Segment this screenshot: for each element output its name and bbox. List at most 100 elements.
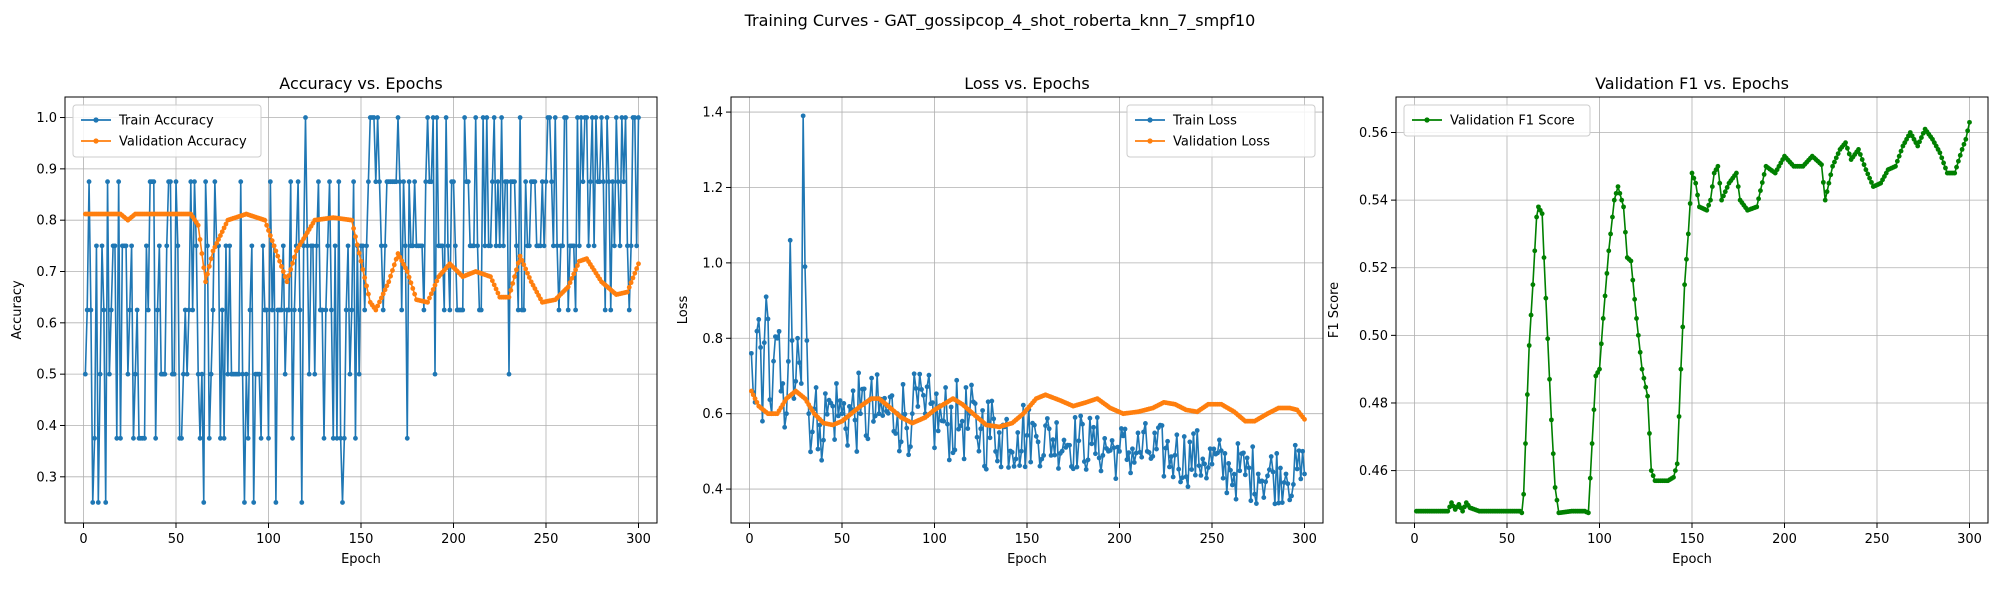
data-point [86, 179, 92, 185]
data-point [144, 243, 149, 249]
data-point [515, 260, 521, 266]
data-point [425, 299, 430, 305]
data-point [465, 179, 471, 185]
data-point [858, 411, 863, 417]
data-point [371, 115, 377, 120]
data-point [1028, 459, 1034, 465]
data-point [432, 282, 438, 288]
data-point [958, 423, 963, 429]
data-point [249, 243, 255, 249]
data-point [626, 307, 632, 313]
data-point [184, 371, 190, 377]
data-point [338, 435, 344, 441]
x-tick-label: 100 [256, 532, 281, 547]
data-point [798, 381, 804, 386]
data-point [1637, 349, 1643, 355]
data-point [373, 307, 379, 313]
data-point [1554, 497, 1560, 503]
data-point [575, 263, 580, 268]
data-point [332, 243, 338, 249]
data-point [1445, 508, 1451, 514]
data-point [1828, 172, 1834, 178]
data-point [267, 179, 273, 185]
data-point [205, 243, 210, 249]
x-axis-label: Epoch [1007, 552, 1047, 567]
data-point [395, 115, 401, 120]
data-point [203, 279, 209, 285]
data-point [872, 413, 878, 419]
data-point [1857, 152, 1863, 157]
data-point [1543, 295, 1549, 301]
data-point [1959, 147, 1965, 152]
data-point [1130, 446, 1135, 452]
data-point [1202, 461, 1207, 467]
data-point [380, 291, 386, 297]
data-point [1447, 504, 1453, 510]
data-point [750, 392, 756, 398]
data-point [821, 437, 826, 443]
data-point [521, 262, 527, 268]
data-point [1587, 475, 1593, 481]
data-point [998, 464, 1004, 470]
data-point [1032, 422, 1037, 428]
data-point [935, 428, 941, 434]
data-point [430, 115, 436, 120]
data-point [364, 283, 369, 289]
data-point [1165, 438, 1170, 444]
data-point [353, 234, 358, 240]
data-point [151, 179, 157, 185]
data-point [632, 115, 638, 120]
data-point [181, 371, 186, 377]
data-point [280, 269, 286, 274]
data-point [182, 307, 188, 313]
data-point [145, 307, 151, 313]
data-point [197, 237, 203, 242]
data-point [1015, 430, 1021, 435]
data-point [1528, 312, 1534, 318]
data-point [366, 291, 371, 297]
y-tick-label: 0.7 [36, 265, 57, 280]
data-point [501, 243, 506, 249]
data-point [1545, 336, 1551, 342]
data-point [1674, 461, 1680, 467]
data-point [127, 307, 133, 313]
data-point [419, 243, 425, 249]
y-tick-label: 1.0 [702, 256, 723, 271]
data-point [395, 251, 401, 256]
data-point [206, 263, 212, 269]
data-point [538, 243, 543, 249]
data-point [523, 179, 529, 185]
data-point [525, 270, 530, 276]
legend-swatch-marker [1147, 138, 1153, 144]
data-point [822, 391, 828, 396]
data-point [267, 233, 273, 238]
data-point [593, 115, 599, 120]
data-point [1291, 482, 1296, 487]
data-point [186, 307, 192, 313]
data-point [1869, 179, 1874, 185]
data-point [1586, 510, 1591, 516]
data-point [1608, 231, 1613, 237]
data-point [493, 243, 499, 249]
data-point [1722, 189, 1728, 195]
data-point [412, 291, 418, 297]
data-point [351, 225, 356, 231]
data-point [1248, 498, 1254, 504]
y-tick-label: 1.2 [702, 181, 723, 196]
data-point [835, 413, 841, 419]
data-point [356, 371, 362, 377]
data-point [390, 268, 395, 273]
data-point [349, 307, 355, 313]
data-point [571, 243, 577, 249]
data-point [1094, 415, 1100, 420]
data-point [636, 261, 641, 267]
data-point [303, 115, 308, 120]
data-point [1218, 448, 1224, 454]
data-point [1939, 155, 1945, 161]
data-point [1550, 451, 1556, 457]
data-point [1009, 449, 1015, 455]
data-point [1183, 474, 1189, 480]
data-point [1611, 197, 1617, 203]
data-point [1641, 375, 1647, 381]
data-point [602, 307, 608, 313]
